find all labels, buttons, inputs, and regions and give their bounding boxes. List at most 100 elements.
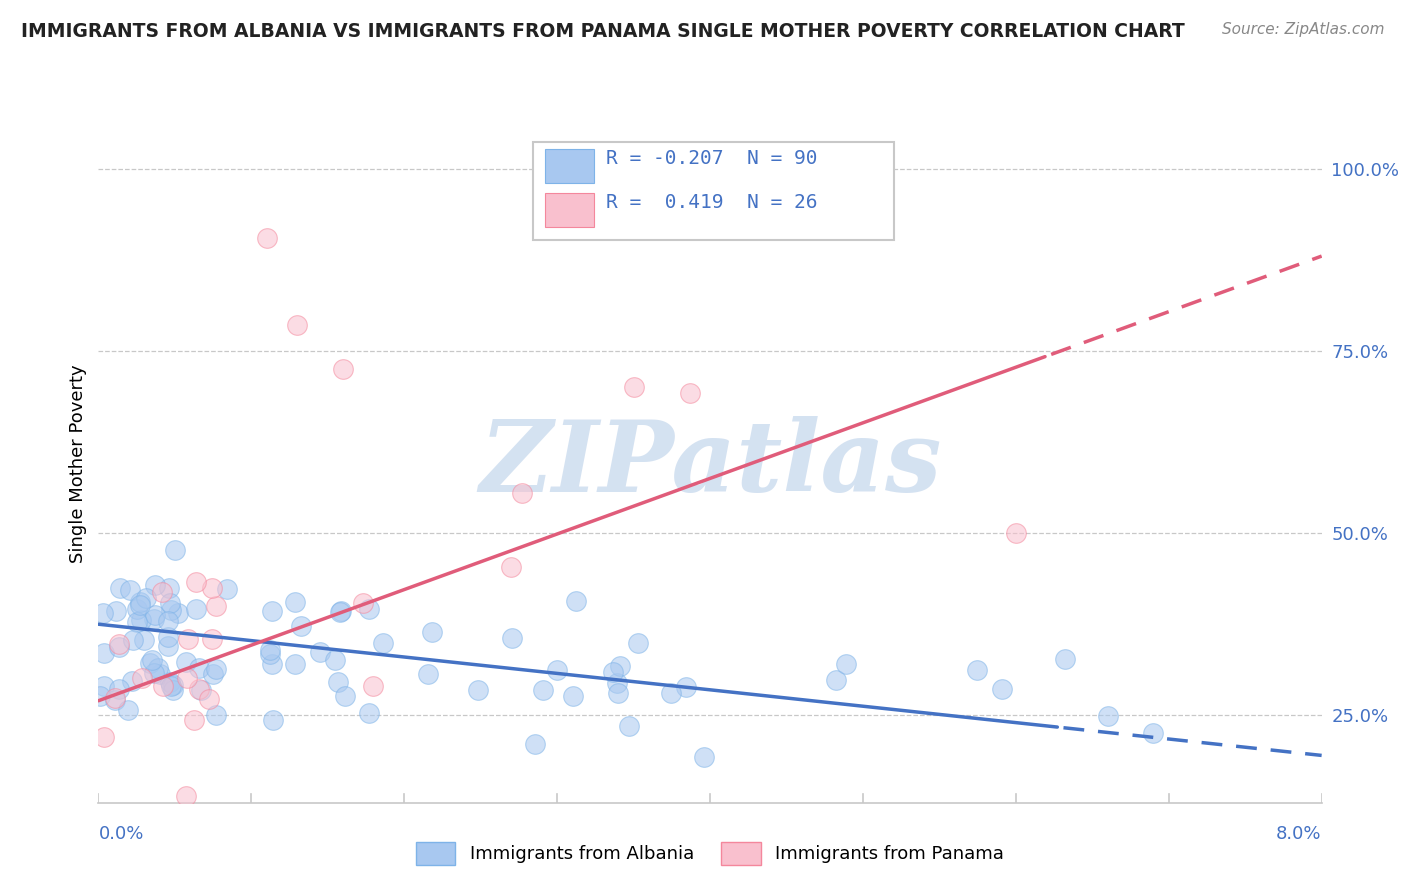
Point (323, 653, 346, 667)
FancyBboxPatch shape (533, 142, 893, 240)
Point (202, 667, 225, 681)
Point (285, 318, 308, 333)
Point (501, 631, 523, 645)
Point (122, 632, 145, 647)
Point (190, 683, 212, 698)
Point (467, 682, 489, 697)
Point (333, 690, 356, 704)
Point (619, 719, 641, 733)
Point (162, 678, 184, 692)
Text: R = -0.207  N = 90: R = -0.207 N = 90 (606, 149, 817, 168)
Point (290, 619, 312, 633)
Point (259, 642, 281, 657)
Point (108, 640, 131, 654)
Point (361, 679, 384, 693)
Point (162, 683, 184, 698)
Point (284, 595, 307, 609)
Point (143, 607, 166, 622)
Point (564, 594, 586, 608)
Point (692, 749, 714, 764)
Point (262, 713, 284, 727)
Point (93, 646, 115, 660)
Point (991, 681, 1014, 696)
Point (1097, 709, 1119, 723)
Point (142, 612, 165, 626)
Point (105, 604, 128, 618)
Text: 0.0%: 0.0% (98, 825, 143, 843)
Point (131, 671, 153, 685)
Point (93, 680, 115, 694)
Point (260, 605, 283, 619)
Point (184, 602, 207, 616)
Point (128, 598, 150, 612)
Point (562, 690, 585, 704)
Point (510, 486, 533, 500)
Point (93, 730, 115, 744)
Y-axis label: Single Mother Poverty: Single Mother Poverty (69, 365, 87, 563)
Point (165, 542, 187, 557)
Point (679, 385, 702, 400)
Point (157, 581, 180, 595)
Point (89, 690, 111, 704)
Point (156, 639, 179, 653)
Point (205, 599, 228, 613)
Point (125, 602, 148, 616)
Text: R =  0.419  N = 26: R = 0.419 N = 26 (606, 193, 817, 211)
Point (143, 577, 166, 591)
Point (187, 661, 209, 675)
Point (174, 789, 197, 803)
Point (118, 582, 141, 597)
Point (107, 637, 129, 651)
Point (104, 693, 127, 707)
Point (156, 614, 179, 628)
Point (93, 606, 115, 620)
Point (135, 591, 157, 605)
Point (183, 713, 205, 727)
Point (359, 706, 381, 721)
Point (176, 671, 198, 685)
Point (198, 691, 221, 706)
Point (146, 661, 169, 675)
Point (143, 666, 166, 681)
Text: Source: ZipAtlas.com: Source: ZipAtlas.com (1222, 22, 1385, 37)
Point (117, 703, 139, 717)
Point (174, 655, 197, 669)
Point (256, 231, 278, 245)
Point (177, 632, 200, 647)
Point (627, 636, 650, 650)
Point (1004, 526, 1026, 541)
Point (1054, 652, 1077, 666)
Point (675, 680, 697, 694)
Text: IMMIGRANTS FROM ALBANIA VS IMMIGRANTS FROM PANAMA SINGLE MOTHER POVERTY CORRELAT: IMMIGRANTS FROM ALBANIA VS IMMIGRANTS FR… (21, 22, 1185, 41)
Point (352, 596, 374, 610)
FancyBboxPatch shape (546, 193, 593, 227)
Point (141, 653, 163, 667)
Point (602, 665, 624, 679)
Point (129, 595, 152, 609)
Point (546, 663, 568, 677)
Point (260, 657, 283, 671)
Point (284, 657, 307, 672)
Point (159, 595, 181, 609)
Point (825, 673, 848, 687)
Point (609, 658, 631, 673)
Point (121, 674, 143, 689)
Point (330, 604, 353, 618)
Point (215, 582, 238, 596)
Point (835, 657, 858, 671)
Point (129, 613, 152, 627)
Point (149, 667, 172, 681)
FancyBboxPatch shape (546, 149, 593, 183)
Point (201, 632, 224, 646)
Point (607, 686, 630, 700)
Point (501, 560, 523, 574)
Point (623, 380, 645, 394)
Legend: Immigrants from Albania, Immigrants from Panama: Immigrants from Albania, Immigrants from… (409, 835, 1011, 871)
Point (966, 663, 988, 677)
Point (371, 635, 394, 649)
Point (159, 674, 181, 689)
Point (125, 615, 148, 630)
Point (184, 574, 207, 589)
Point (156, 630, 179, 644)
Point (188, 682, 211, 697)
